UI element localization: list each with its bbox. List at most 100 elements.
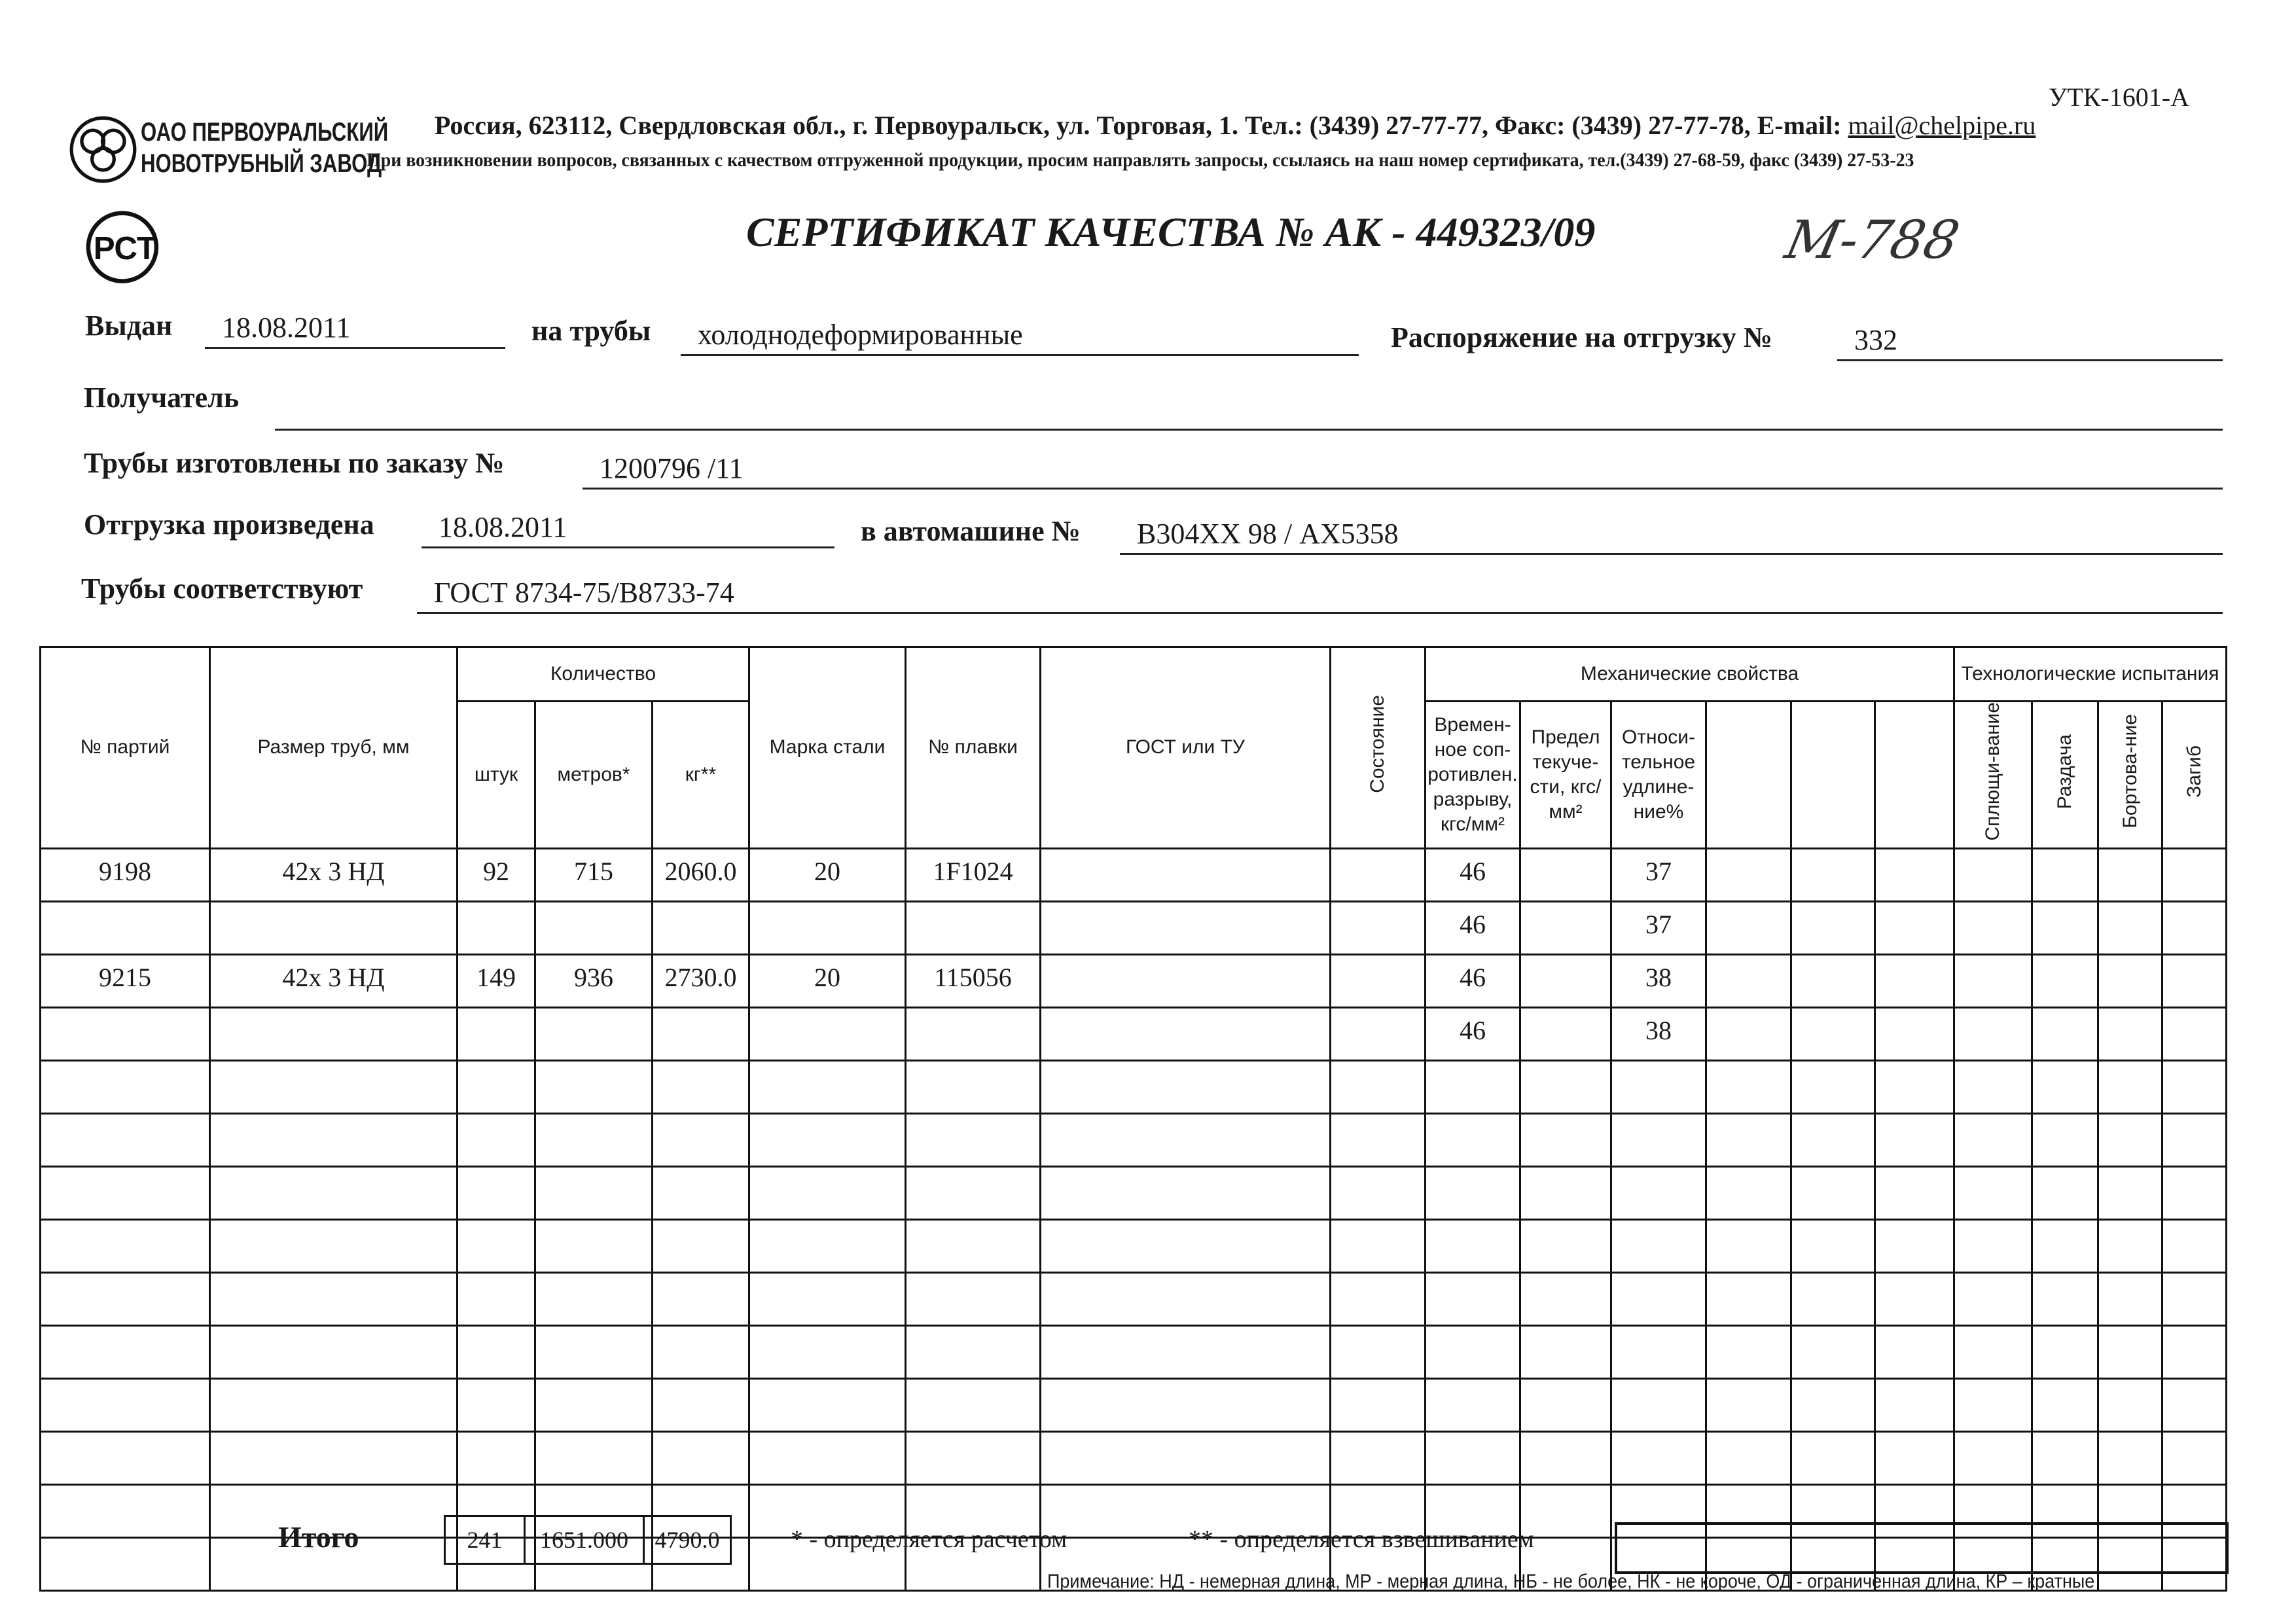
made-by-order-label: Трубы изготовлены по заказу № (84, 447, 505, 479)
header-expansion-text: Раздача (2054, 734, 2075, 809)
table-cell (534, 1059, 653, 1115)
table-cell (1705, 1430, 1792, 1486)
header-flanging: Бортова-ние (2097, 700, 2163, 849)
totals-table: 241 1651.000 4790.0 (444, 1515, 732, 1565)
table-cell (905, 1536, 1041, 1592)
totals-pcs: 241 (444, 1515, 526, 1565)
table-cell (209, 1165, 458, 1221)
table-cell (534, 1271, 653, 1327)
table-cell (1039, 1059, 1331, 1115)
table-cell (1424, 1165, 1521, 1221)
table-cell (1519, 900, 1612, 955)
table-cell: 46 (1424, 847, 1521, 902)
table-cell (2031, 847, 2099, 902)
vehicle-field[interactable]: В304ХХ 98 / АХ5358 (1120, 517, 2223, 555)
shipped-field[interactable]: 18.08.2011 (422, 510, 834, 548)
header-yield: Предел текуче-сти, кгс/мм² (1519, 700, 1612, 849)
company-logo-icon (69, 116, 137, 183)
table-cell (905, 900, 1041, 955)
issued-field[interactable]: 18.08.2011 (205, 311, 505, 349)
table-cell (1329, 1271, 1426, 1327)
table-cell (905, 1059, 1041, 1115)
recipient-field[interactable] (275, 393, 2223, 431)
table-cell (2161, 847, 2227, 902)
header-empty-2 (1790, 700, 1876, 849)
table-cell (651, 1324, 750, 1380)
table-cell (39, 900, 211, 955)
table-cell (1424, 1536, 1521, 1592)
table-cell (209, 1430, 458, 1486)
table-cell (1039, 1536, 1331, 1592)
header-tech: Технологические испытания (1953, 646, 2227, 702)
table-cell (1874, 1059, 1955, 1115)
table-cell: 37 (1610, 847, 1707, 902)
table-cell (2161, 1377, 2227, 1433)
email-link[interactable]: mail@chelpipe.ru (1848, 111, 2036, 140)
table-cell (2031, 1112, 2099, 1168)
table-cell: 46 (1424, 953, 1521, 1008)
table-cell (2161, 1483, 2227, 1539)
header-condition: Состояние (1329, 646, 1426, 849)
table-cell (1790, 953, 1876, 1008)
order-field[interactable]: 332 (1837, 323, 2223, 361)
table-cell (748, 1165, 906, 1221)
table-cell (1874, 900, 1955, 955)
header-pcs: штук (456, 700, 536, 849)
table-cell: 2730.0 (651, 953, 750, 1008)
table-cell (456, 1006, 536, 1061)
table-cell (748, 1006, 906, 1061)
table-cell (534, 1377, 653, 1433)
form-code: УТК-1601-А (2049, 82, 2189, 112)
table-cell (1519, 953, 1612, 1008)
table-cell: 42х 3 НД (209, 847, 458, 902)
table-row (39, 1165, 2227, 1221)
table-cell (1953, 1536, 2033, 1592)
table-cell (2031, 1483, 2099, 1539)
table-cell (2031, 1006, 2099, 1061)
table-cell (1953, 1059, 2033, 1115)
table-cell (534, 1165, 653, 1221)
table-cell (1519, 1112, 1612, 1168)
table-cell (651, 1218, 750, 1274)
table-cell (1953, 900, 2033, 955)
table-cell (1705, 1218, 1792, 1274)
table-cell (1790, 1377, 1876, 1433)
table-cell (1874, 953, 1955, 1008)
pipes-field[interactable]: холоднодеформированные (681, 318, 1359, 356)
company-name-line1: ОАО ПЕРВОУРАЛЬСКИЙ (141, 118, 389, 147)
signature-box (1615, 1522, 2229, 1574)
table-cell (2097, 1483, 2163, 1539)
table-cell: 37 (1610, 900, 1707, 955)
table-cell (1610, 1165, 1707, 1221)
table-row: 46 37 (39, 900, 2227, 955)
table-row (39, 1377, 2227, 1433)
table-row: 9215 42х 3 НД 149 936 2730.0 20 115056 46 38 (39, 953, 2227, 1008)
table-cell: 46 (1424, 1006, 1521, 1061)
table-row (39, 1218, 2227, 1274)
table-cell: 38 (1610, 953, 1707, 1008)
table-row: 9198 42х 3 НД 92 715 2060.0 20 1F1024 46 37 (39, 847, 2227, 902)
table-cell (1039, 1271, 1331, 1327)
made-by-order-field[interactable]: 1200796 /11 (583, 452, 2223, 490)
table-cell: 9215 (39, 953, 211, 1008)
table-cell (2097, 1377, 2163, 1433)
header-heat: № плавки (905, 646, 1041, 849)
table-cell (1610, 1059, 1707, 1115)
table-cell (2031, 1271, 2099, 1327)
table-cell (39, 1483, 211, 1539)
header-tensile: Времен-ное соп-ротивлен. разрыву, кгс/мм… (1424, 700, 1521, 849)
table-cell (1790, 1218, 1876, 1274)
conform-field[interactable]: ГОСТ 8734-75/В8733-74 (417, 576, 2223, 614)
header-batch: № партий (39, 646, 211, 849)
header-expansion: Раздача (2031, 700, 2099, 849)
table-cell (1874, 1006, 1955, 1061)
table-cell (1874, 1165, 1955, 1221)
table-cell: 9198 (39, 847, 211, 902)
table-cell: 38 (1610, 1006, 1707, 1061)
table-cell (2161, 1430, 2227, 1486)
table-cell (2097, 1059, 2163, 1115)
table-cell (1519, 1165, 1612, 1221)
table-cell (1705, 1324, 1792, 1380)
table-cell (1424, 1377, 1521, 1433)
table-cell (1519, 1059, 1612, 1115)
